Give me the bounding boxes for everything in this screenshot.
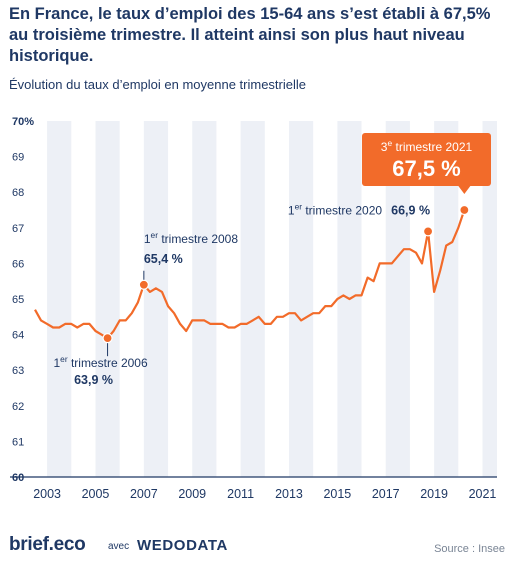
y-tick-label: 60 (12, 472, 24, 484)
y-tick-label: 65 (12, 294, 24, 306)
x-tick-label: 2019 (420, 487, 448, 501)
y-tick-label: 61 (12, 436, 24, 448)
x-tick-label: 2007 (130, 487, 158, 501)
x-tick-label: 2015 (323, 487, 351, 501)
annotation-point (422, 226, 434, 237)
annotation-point (138, 279, 149, 290)
y-tick-label: 63 (12, 365, 24, 377)
year-band (192, 121, 217, 477)
highlight-value-label: 67,5 % (392, 156, 461, 181)
annotation-period-label: 1er trimestre 2020 (288, 201, 383, 217)
chart-subtitle: Évolution du taux d’emploi en moyenne tr… (9, 77, 306, 92)
highlight-point (459, 204, 470, 216)
x-tick-label: 2003 (33, 487, 61, 501)
x-axis-ticks: 2003 2005 2007 2009 2011 2013 2015 2017 2019 2021 (33, 487, 496, 501)
y-tick-label: 67 (12, 223, 24, 235)
y-tick-label: 69 (12, 152, 24, 164)
year-band (288, 121, 314, 477)
y-axis-ticks: 60 61 62 63 64 65 66 67 68 69 70% (12, 116, 34, 484)
headline: En France, le taux d’emploi des 15-64 an… (9, 5, 491, 65)
x-tick-label: 2011 (227, 487, 254, 501)
y-tick-label: 66 (12, 258, 24, 270)
x-tick-label: 2021 (469, 487, 497, 501)
brand-logo: brief.eco (9, 534, 86, 555)
year-band (95, 121, 120, 477)
year-band (482, 121, 497, 477)
annotation-period-label: 1er trimestre 2008 (144, 230, 239, 246)
x-tick-label: 2009 (178, 487, 206, 501)
y-tick-label: 70% (12, 116, 34, 128)
highlight-box-pointer (458, 186, 471, 194)
x-tick-label: 2005 (82, 487, 110, 501)
highlight-box (362, 133, 491, 186)
annotation-value-label: 63,9 % (74, 373, 113, 387)
y-tick-label: 62 (12, 401, 24, 413)
y-tick-label: 64 (12, 330, 24, 342)
year-band (240, 121, 265, 477)
y-tick-label: 68 (12, 187, 24, 199)
annotation-value-label: 65,4 % (144, 252, 183, 266)
x-tick-label: 2013 (275, 487, 303, 501)
annotation-point (102, 333, 113, 344)
source-note: Source : Insee (434, 543, 505, 555)
partner-logo: WEDODATA (137, 537, 228, 554)
year-band (47, 121, 72, 477)
annotation-period-label: 1er trimestre 2006 (53, 354, 148, 370)
annotations: 1er trimestre 2006 63,9 % 1er trimestre 20… (53, 133, 491, 387)
highlight-period-label: 3e trimestre 2021 (381, 138, 473, 154)
annotation-value-label: 66,9 % (391, 203, 430, 217)
x-tick-label: 2017 (372, 487, 400, 501)
footer-with-text: avec (108, 541, 130, 552)
